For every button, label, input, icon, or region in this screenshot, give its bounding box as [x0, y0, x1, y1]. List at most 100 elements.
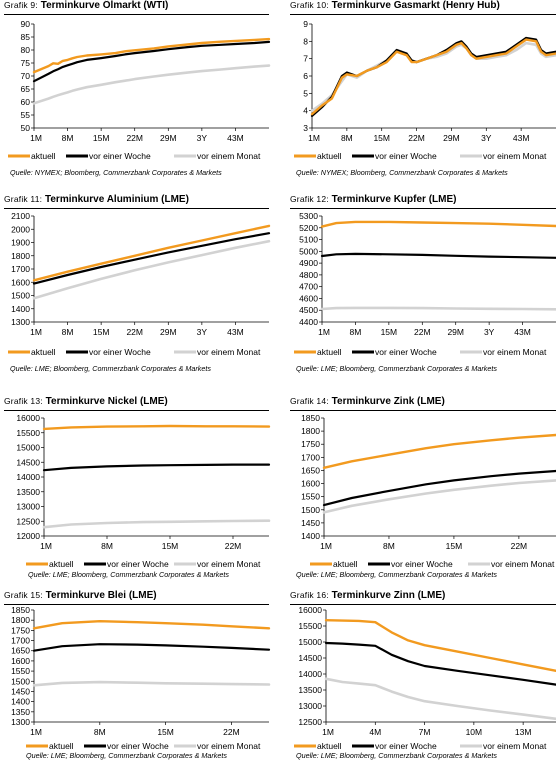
x-tick-label: 22M	[511, 541, 528, 551]
chart-source: Quelle: LME; Bloomberg, Commerzbank Corp…	[296, 570, 497, 579]
y-tick-label: 8	[303, 36, 308, 46]
x-tick-label: 29M	[160, 133, 177, 143]
x-tick-label: 13M	[515, 727, 532, 737]
chart-source: Quelle: LME; Bloomberg, Commerzbank Corp…	[296, 751, 497, 760]
legend-label-monat: vor einem Monat	[483, 347, 547, 357]
y-tick-label: 15000	[298, 637, 322, 647]
y-tick-label: 50	[21, 123, 31, 133]
legend-label-monat: vor einem Monat	[483, 151, 547, 161]
y-tick-label: 2100	[11, 211, 30, 221]
x-tick-label: 29M	[160, 327, 177, 337]
y-tick-label: 7	[303, 54, 308, 64]
x-tick-label: 43M	[227, 327, 244, 337]
chart-svg: 3 4 5 6 7 8 9 1M 8M 15M 22M 29M 3Y 43M aktuell vor eine…	[294, 19, 556, 161]
x-tick-label: 1M	[320, 541, 332, 551]
x-tick-label: 15M	[157, 727, 174, 737]
y-tick-label: 75	[21, 58, 31, 68]
y-tick-label: 80	[21, 45, 31, 55]
legend-label-woche: vor einer Woche	[375, 151, 437, 161]
x-tick-label: 43M	[227, 133, 244, 143]
x-tick-label: 22M	[408, 133, 425, 143]
x-tick-label: 1M	[322, 727, 334, 737]
chart-svg: 4400450046004700480049005000510052005300…	[294, 211, 556, 357]
y-tick-label: 4500	[299, 305, 318, 315]
x-tick-label: 43M	[514, 327, 531, 337]
y-tick-label: 1550	[11, 666, 30, 676]
legend-label-monat: vor einem Monat	[197, 151, 261, 161]
x-tick-label: 1M	[30, 327, 42, 337]
x-tick-label: 8M	[350, 327, 362, 337]
y-tick-label: 13500	[298, 685, 322, 695]
y-tick-label: 4900	[299, 258, 318, 268]
y-tick-label: 1850	[301, 413, 320, 423]
axes: 4400450046004700480049005000510052005300…	[299, 211, 556, 337]
series-line-woche	[324, 641, 556, 686]
axes: 3 4 5 6 7 8 9 1M 8M 15M 22M 29M 3Y 43M	[303, 19, 556, 143]
x-tick-label: 15M	[93, 327, 110, 337]
y-tick-label: 6	[303, 71, 308, 81]
y-tick-label: 15500	[298, 621, 322, 631]
legend: aktuell vor einer Woche vor einem Monat	[26, 741, 261, 751]
y-tick-label: 1650	[301, 465, 320, 475]
y-tick-label: 4400	[299, 317, 318, 327]
legend-label-aktuell: aktuell	[317, 741, 342, 751]
y-tick-label: 1300	[11, 317, 30, 327]
legend-label-aktuell: aktuell	[49, 741, 74, 751]
chart-svg: 50 55 60 65 70 75 80 85 90 1M 8M 15M 22M 29M 3Y 43M aktu…	[8, 19, 271, 161]
legend-label-woche: vor einer Woche	[375, 347, 437, 357]
series-line-woche	[310, 36, 556, 118]
legend-label-woche: vor einer Woche	[107, 559, 169, 569]
x-tick-label: 29M	[443, 133, 460, 143]
y-tick-label: 1900	[11, 238, 30, 248]
y-tick-label: 1700	[301, 452, 320, 462]
y-tick-label: 1400	[11, 304, 30, 314]
series-line-woche	[32, 643, 271, 652]
legend-label-woche: vor einer Woche	[375, 741, 437, 751]
y-tick-label: 16000	[16, 413, 40, 423]
axes: 50 55 60 65 70 75 80 85 90 1M 8M 15M 22M 29M 3Y 43M	[21, 19, 269, 143]
y-tick-label: 4800	[299, 270, 318, 280]
legend-label-aktuell: aktuell	[317, 151, 342, 161]
y-tick-label: 1450	[301, 518, 320, 528]
x-tick-label: 1M	[30, 133, 42, 143]
chart-svg: 1300135014001450150015501600165017001750…	[11, 605, 271, 751]
chart-title: Grafik 14: Terminkurve Zink (LME)	[290, 396, 445, 407]
y-tick-label: 14000	[298, 669, 322, 679]
chart-title: Grafik 12: Terminkurve Kupfer (LME)	[290, 194, 457, 205]
chart-source: Quelle: LME; Bloomberg, Commerzbank Corp…	[28, 570, 229, 579]
series-line-aktuell	[324, 618, 556, 673]
y-tick-label: 65	[21, 84, 31, 94]
series-line-aktuell	[32, 619, 271, 630]
chart-source: Quelle: NYMEX; Bloomberg, Commerzbank Co…	[10, 168, 222, 177]
series-line-aktuell	[320, 220, 556, 228]
y-tick-label: 4600	[299, 293, 318, 303]
chart-source: Quelle: LME; Bloomberg, Commerzbank Corp…	[10, 364, 211, 373]
x-tick-label: 8M	[101, 541, 113, 551]
series-line-monat	[42, 519, 271, 529]
y-tick-label: 1300	[11, 717, 30, 727]
legend: aktuell vor einer Woche vor einem Monat	[8, 151, 261, 161]
y-tick-label: 1700	[11, 264, 30, 274]
x-tick-label: 1M	[30, 727, 42, 737]
y-tick-label: 90	[21, 19, 31, 29]
legend-label-monat: vor einem Monat	[197, 347, 261, 357]
chart-title: Grafik 15: Terminkurve Blei (LME)	[4, 590, 157, 601]
axes: 1400 1450 1500 1550 1600 1650 1700 1750 1800 1850…	[301, 413, 556, 551]
panel-zinn: Grafik 16: Terminkurve Zinn (LME) 12500 1…	[290, 590, 556, 762]
legend-label-aktuell: aktuell	[49, 559, 74, 569]
y-tick-label: 1550	[301, 492, 320, 502]
y-tick-label: 1500	[11, 291, 30, 301]
y-tick-label: 1800	[301, 426, 320, 436]
y-tick-label: 1450	[11, 686, 30, 696]
x-tick-label: 22M	[126, 133, 143, 143]
chart-source: Quelle: NYMEX; Bloomberg, Commerzbank Co…	[296, 168, 508, 177]
x-tick-label: 22M	[126, 327, 143, 337]
y-tick-label: 1600	[301, 479, 320, 489]
y-tick-label: 15000	[16, 443, 40, 453]
series-line-monat	[32, 680, 271, 687]
x-tick-label: 10M	[466, 727, 483, 737]
y-tick-label: 5	[303, 88, 308, 98]
legend-label-aktuell: aktuell	[31, 151, 56, 161]
y-tick-label: 5100	[299, 235, 318, 245]
x-tick-label: 3Y	[484, 327, 495, 337]
